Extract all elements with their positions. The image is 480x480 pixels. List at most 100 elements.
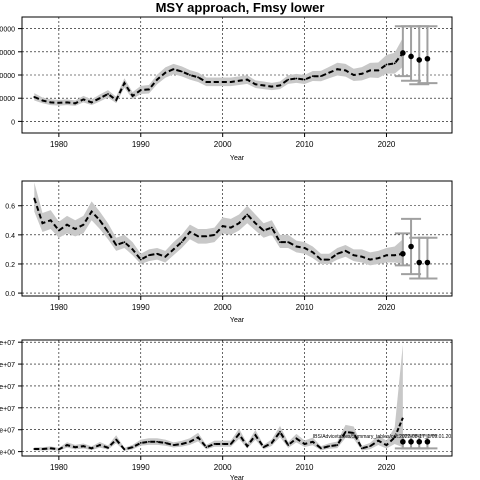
data-point [320,75,322,78]
x-tick-label: 1990 [132,303,150,312]
data-point [180,70,183,73]
data-point [385,444,388,446]
data-point [33,96,36,98]
data-point [82,98,85,101]
data-point [164,71,167,74]
data-point [295,437,298,440]
data-point [139,258,142,261]
data-point [229,226,232,229]
data-point [107,446,109,449]
data-point [295,77,298,80]
x-tick-label: 1980 [50,303,68,312]
forecast-point [424,55,431,62]
data-point [221,225,224,228]
forecast-point [416,438,423,445]
data-point [164,441,167,444]
y-tick-label: 0.2 [5,262,15,269]
data-point [74,102,77,105]
data-point [189,440,191,443]
data-point [131,248,134,251]
data-point [279,84,281,87]
chart-panel-3: IBS/Advicetables/Summary_tables/out.2022… [0,339,453,480]
data-point [131,446,134,449]
confidence-band [394,344,403,446]
data-point [336,444,339,446]
data-point [320,258,322,261]
x-tick-label: 2010 [296,463,314,472]
data-point [98,219,101,222]
data-point [189,231,191,233]
data-point [66,101,68,104]
data-point [197,235,199,238]
data-point [287,444,290,446]
data-point [172,248,175,251]
y-tick-label: 0e+00 [0,450,15,457]
x-tick-label: 1980 [50,463,68,472]
data-point [49,101,52,104]
data-point [287,241,290,244]
data-point [352,74,355,76]
y-tick-label: 5e+07 [0,340,15,347]
data-point [279,431,281,433]
data-point [74,228,77,230]
forecast-point [400,50,406,56]
data-point [311,75,314,78]
y-tick-label: 0.4 [5,233,15,240]
data-point [164,255,167,258]
x-tick-label: 2020 [378,140,396,149]
forecast-point [400,438,406,445]
data-point [246,445,249,448]
data-point [156,252,159,255]
data-point [393,62,396,65]
data-point [139,441,142,444]
data-point [320,447,322,450]
data-point [139,89,142,91]
data-point [352,432,355,434]
data-point [303,443,306,445]
axes-frame [21,180,453,297]
data-point [180,443,183,445]
data-point [254,83,257,86]
confidence-band [34,37,403,106]
data-point [246,213,249,216]
data-point [377,257,380,260]
data-point [123,241,126,244]
data-point [221,443,224,445]
data-point [172,444,175,446]
plot-area [33,182,438,280]
x-axis-label: Year [230,155,245,162]
y-tick-label: 0.6 [5,204,15,211]
data-point [205,446,208,449]
forecast-point [416,57,423,63]
data-point [123,82,126,85]
data-point [57,448,60,451]
x-tick-label: 1990 [132,140,150,149]
x-tick-label: 2020 [378,463,396,472]
y-tick-label: 40000 [0,27,15,34]
data-point [148,254,150,257]
data-point [148,440,150,443]
data-point [229,81,232,83]
forecast-point [424,259,431,266]
data-point [74,446,77,449]
axes-frame [21,339,453,457]
data-point [131,94,134,97]
data-point [377,439,380,442]
data-point [115,99,118,101]
data-point [311,440,314,443]
data-point [270,441,273,444]
data-point [49,219,52,222]
data-point [328,71,331,74]
data-point [213,233,216,236]
y-tick-label: 2e+07 [0,406,15,413]
chart-title: MSY approach, Fmsy lower [155,0,325,15]
data-point [361,255,363,258]
data-point [156,440,159,443]
forecast-point [424,438,431,445]
x-axis-label: Year [230,475,245,480]
y-tick-label: 4e+07 [0,362,15,369]
y-tick-label: 0.0 [5,291,15,298]
data-point [82,445,85,448]
chart-panel-2: 1980 1990 2000 2010 2020 0.0 0.2 0.4 0.6 Year [5,180,453,324]
